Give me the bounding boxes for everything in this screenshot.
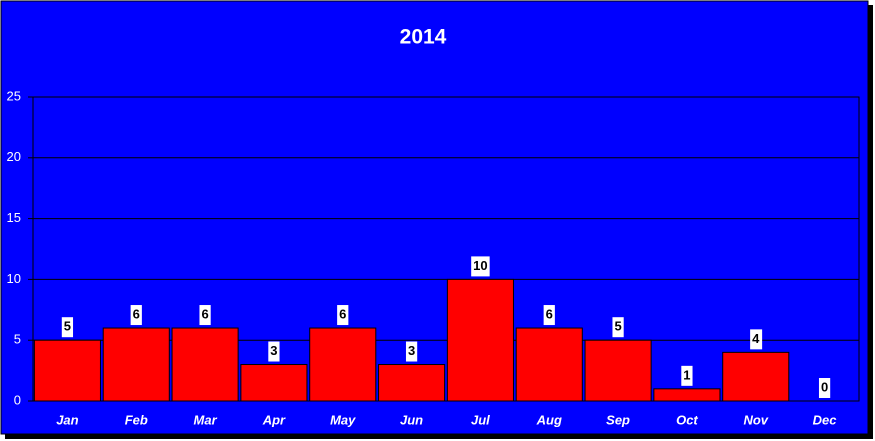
y-tick-label: 20 <box>7 149 21 164</box>
data-label-box <box>471 256 490 277</box>
bar <box>722 351 790 402</box>
data-label: 6 <box>339 306 346 321</box>
data-label: 5 <box>64 319 71 334</box>
x-tick-label: Nov <box>743 412 768 427</box>
x-tick-label: Dec <box>813 412 838 427</box>
data-label: 4 <box>752 331 760 346</box>
x-tick-label: Jul <box>471 412 490 427</box>
data-label: 0 <box>821 379 828 394</box>
bar <box>240 364 308 402</box>
x-tick-label: Oct <box>676 412 698 427</box>
bar <box>653 388 721 402</box>
x-tick-label: Mar <box>194 412 218 427</box>
data-label-box <box>405 341 418 362</box>
bar <box>446 278 514 402</box>
data-label-box <box>818 378 831 398</box>
data-label: 6 <box>133 306 140 321</box>
y-tick-label: 0 <box>14 392 21 407</box>
bar <box>102 327 170 402</box>
x-tick-label: Feb <box>125 412 148 427</box>
x-tick-label: Aug <box>536 412 562 427</box>
bar <box>378 364 446 402</box>
bar <box>309 327 377 402</box>
data-label: 6 <box>546 306 553 321</box>
y-tick-label: 25 <box>7 88 21 103</box>
data-label-box <box>681 365 693 386</box>
data-label: 6 <box>201 306 208 321</box>
bar <box>515 327 583 402</box>
data-label-box <box>750 329 763 350</box>
bar <box>33 339 101 402</box>
data-label-box <box>612 317 624 338</box>
x-tick-label: Apr <box>262 412 286 427</box>
data-label-box <box>130 305 142 326</box>
x-tick-label: May <box>330 412 356 427</box>
data-label: 10 <box>473 258 487 273</box>
data-label-box <box>337 305 349 326</box>
chart-title: 2014 <box>400 26 447 49</box>
y-tick-label: 15 <box>7 210 21 225</box>
data-label: 3 <box>408 343 415 358</box>
x-tick-label: Sep <box>606 412 630 427</box>
x-tick-label: Jan <box>56 412 78 427</box>
y-tick-label: 10 <box>7 271 21 286</box>
data-label: 3 <box>270 343 277 358</box>
x-tick-label: Jun <box>400 412 423 427</box>
data-label-box <box>61 317 74 338</box>
data-label: 5 <box>614 319 621 334</box>
bar <box>584 339 652 402</box>
data-label-box <box>268 341 280 362</box>
y-tick-label: 5 <box>14 332 21 347</box>
bar <box>171 327 239 402</box>
data-label-box <box>199 305 211 326</box>
data-label: 1 <box>683 367 690 382</box>
data-label-box <box>543 305 555 326</box>
